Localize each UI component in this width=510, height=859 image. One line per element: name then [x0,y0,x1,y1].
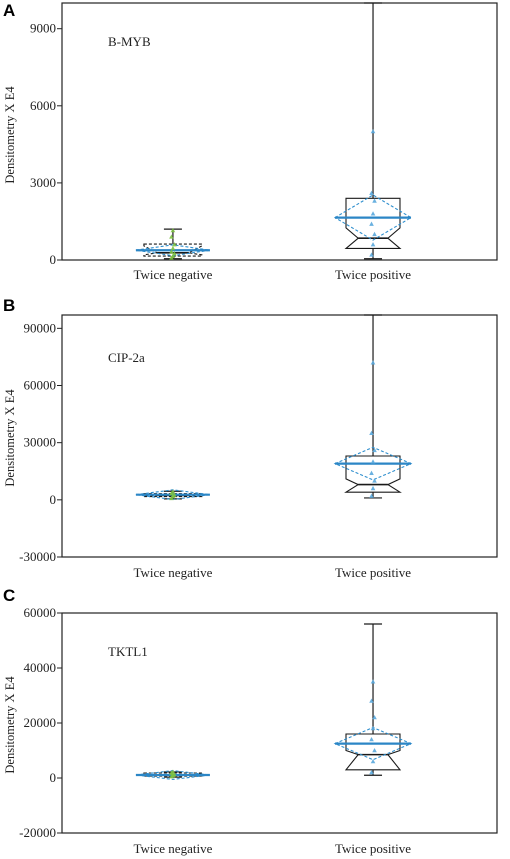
x-category-label: Twice positive [335,841,411,856]
data-point [170,253,176,258]
x-category-label: Twice negative [133,841,212,856]
mean-diamond [333,194,413,241]
y-tick-label: 60000 [24,378,57,393]
y-tick-label: 30000 [24,435,57,450]
data-point [169,249,174,254]
data-point [369,252,374,257]
data-point [372,447,377,453]
data-point [369,470,374,475]
data-point [170,769,176,774]
data-point [370,726,376,731]
y-tick-label: 0 [50,770,57,785]
x-category-label: Twice negative [133,565,212,580]
data-point [370,129,376,134]
y-tick-label: 20000 [24,715,57,730]
data-point [372,748,377,753]
data-point [170,489,176,494]
plot-frame [61,314,498,558]
data-point [370,242,376,247]
data-point [372,198,377,203]
panel-letter: C [3,586,15,605]
panel-letter: B [3,296,15,315]
data-point [370,759,376,764]
data-point [172,242,177,247]
data-point [369,190,374,195]
data-point [369,737,374,742]
data-point [370,679,376,684]
data-point [170,245,176,251]
data-point [369,493,374,498]
data-point [369,430,374,435]
y-tick-label: 0 [50,492,57,507]
data-point [170,227,176,233]
data-point [369,770,374,775]
data-point [172,772,177,777]
y-tick-label: 40000 [24,660,57,675]
y-tick-label: 60000 [24,605,57,620]
x-category-label: Twice positive [335,267,411,282]
data-point [172,251,177,256]
x-category-label: Twice positive [335,565,411,580]
y-tick-label: -30000 [19,549,56,564]
gene-label: TKTL1 [108,644,148,659]
y-tick-label: 9000 [30,21,56,36]
data-point [372,231,377,237]
data-point [370,360,376,365]
data-point [370,211,376,216]
y-axis-label: Densitometry X E4 [3,86,17,184]
y-axis-label: Densitometry X E4 [3,389,17,487]
x-category-label: Twice negative [133,267,212,282]
panel-letter: A [3,1,15,20]
y-tick-label: 0 [50,252,57,267]
data-point [172,492,177,497]
data-point [370,485,376,491]
y-tick-label: 3000 [30,175,56,190]
data-point [369,698,374,703]
data-point [372,715,377,720]
y-tick-label: 90000 [24,320,57,335]
data-point [370,459,376,464]
gene-label: B-MYB [108,34,151,49]
y-axis-label: Densitometry X E4 [3,676,17,774]
data-point [372,478,377,483]
box-outline [344,197,402,249]
y-tick-label: -20000 [19,825,56,840]
data-point [169,234,174,239]
data-point [369,221,374,226]
y-tick-label: 6000 [30,98,56,113]
plot-frame [61,2,498,261]
gene-label: CIP-2a [108,350,145,365]
